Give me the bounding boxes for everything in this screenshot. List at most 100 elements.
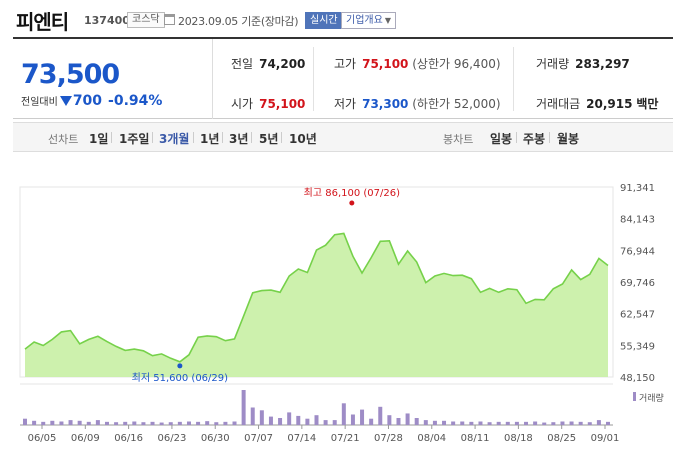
period-3y[interactable]: 3년 — [229, 132, 249, 146]
company-info-button[interactable]: 기업개요 ▼ — [341, 12, 396, 29]
price-chart-svg: 91,341 84,143 76,944 69,746 62,547 55,349 48,1… — [19, 183, 664, 444]
volume-bar — [196, 421, 201, 425]
x-tick-label: 06/23 — [158, 433, 187, 444]
volume-bar — [323, 420, 328, 425]
volume-bar — [268, 416, 273, 425]
divider — [193, 132, 194, 143]
volume-bar — [405, 413, 410, 425]
volume-legend-label: 거래량 — [639, 392, 664, 404]
period-5y[interactable]: 5년 — [259, 132, 279, 146]
volume-bar — [442, 420, 447, 425]
x-tick-label: 06/05 — [28, 433, 57, 444]
volume-bar — [68, 420, 73, 425]
volume-bar — [378, 406, 383, 425]
period-1d[interactable]: 1일 — [89, 132, 109, 146]
divider — [152, 132, 153, 143]
chevron-down-icon: ▼ — [384, 16, 391, 25]
divider — [513, 47, 514, 111]
stat-value: 20,915 — [586, 97, 633, 111]
volume-bar — [606, 421, 610, 425]
stat-value: 75,100 — [362, 57, 409, 71]
company-info-label: 기업개요 — [346, 15, 383, 26]
volume-bar — [332, 420, 337, 425]
change-percent: -0.94% — [108, 93, 163, 109]
x-tick-label: 07/07 — [244, 433, 273, 444]
stock-code: 137400 — [84, 14, 130, 27]
max-annotation: 최고 86,100 (07/26) — [304, 187, 400, 199]
stat-value: 283,297 — [575, 57, 630, 71]
stat-label: 시가 — [231, 97, 254, 111]
x-tick-label: 08/18 — [504, 433, 533, 444]
period-3m[interactable]: 3개월 — [159, 132, 190, 146]
x-tick-label: 06/09 — [71, 433, 100, 444]
volume-bar — [360, 409, 365, 425]
volume-bar — [460, 421, 465, 425]
volume-bar — [177, 421, 182, 425]
x-tick-label: 06/30 — [201, 433, 230, 444]
x-tick-label: 09/01 — [591, 433, 620, 444]
stat-value: 73,300 — [362, 97, 409, 111]
volume-bar — [569, 421, 574, 425]
candle-chart-label: 봉차트 — [443, 133, 474, 146]
stat-prev-close: 전일 74,200 — [231, 55, 305, 72]
y-tick-label: 91,341 — [620, 183, 655, 194]
max-marker — [349, 200, 355, 206]
candle-daily[interactable]: 일봉 — [490, 132, 513, 146]
volume-bar — [114, 422, 119, 425]
x-tick-label: 07/14 — [287, 433, 316, 444]
volume-bar — [287, 412, 292, 425]
quote-date: 2023.09.05 기준(장마감) — [178, 13, 299, 29]
volume-bar — [250, 407, 255, 425]
calendar-icon — [164, 14, 175, 25]
stat-trade-value: 거래대금 20,915 백만 — [536, 95, 658, 112]
period-bar: 선차트 1일 1주일 3개월 1년 3년 5년 10년 봉차트 일봉 주봉 월봉 — [13, 122, 673, 152]
volume-bar — [77, 420, 82, 425]
candle-weekly[interactable]: 주봉 — [523, 132, 546, 146]
y-tick-label: 62,547 — [620, 310, 655, 321]
stat-label: 거래량 — [536, 57, 570, 71]
divider — [111, 132, 112, 143]
volume-bar — [560, 421, 565, 425]
volume-bar — [487, 422, 492, 425]
volume-bar — [104, 421, 109, 425]
date-value: 2023.09.05 — [178, 15, 238, 28]
volume-bar — [350, 414, 355, 425]
divider — [251, 132, 252, 143]
volume-bar — [387, 415, 392, 425]
period-1y[interactable]: 1년 — [200, 132, 220, 146]
volume-bar — [259, 410, 264, 425]
x-tick-label: 08/04 — [417, 433, 446, 444]
volume-bar — [551, 422, 556, 425]
volume-bar — [314, 415, 319, 425]
current-price-box: 73,500 전일대비 700 -0.94% — [13, 39, 213, 119]
volume-bar — [232, 421, 237, 425]
stat-open: 시가 75,100 — [231, 95, 305, 112]
volume-bar — [542, 422, 547, 425]
y-tick-label: 84,143 — [620, 215, 655, 226]
volume-bar — [278, 418, 283, 425]
realtime-button[interactable]: 실시간 — [305, 12, 343, 29]
volume-bar — [32, 420, 37, 425]
volume-bar — [141, 422, 146, 425]
volume-bar — [95, 420, 100, 425]
stat-low: 저가 73,300 (하한가 52,000) — [334, 95, 501, 112]
volume-bar — [50, 420, 55, 425]
volume-bar — [241, 390, 246, 425]
volume-bar — [23, 418, 27, 425]
candle-monthly[interactable]: 월봉 — [557, 132, 580, 146]
title-bar: 피엔티 137400 코스닥 2023.09.05 기준(장마감) 실시간 기업… — [0, 0, 673, 37]
stat-sub: (하한가 52,000) — [412, 97, 501, 111]
divider — [516, 132, 517, 143]
volume-bar — [578, 421, 583, 425]
volume-bar — [223, 421, 228, 425]
basis-text: 기준(장마감) — [241, 15, 299, 28]
volume-bar — [596, 420, 601, 425]
period-1w[interactable]: 1주일 — [119, 132, 150, 146]
down-triangle-icon — [59, 96, 72, 106]
volume-bar — [86, 421, 91, 425]
change-label: 전일대비 — [21, 97, 58, 108]
period-10y[interactable]: 10년 — [289, 132, 317, 146]
min-marker — [177, 363, 183, 369]
volume-bar — [132, 421, 137, 425]
volume-bar — [159, 422, 164, 425]
